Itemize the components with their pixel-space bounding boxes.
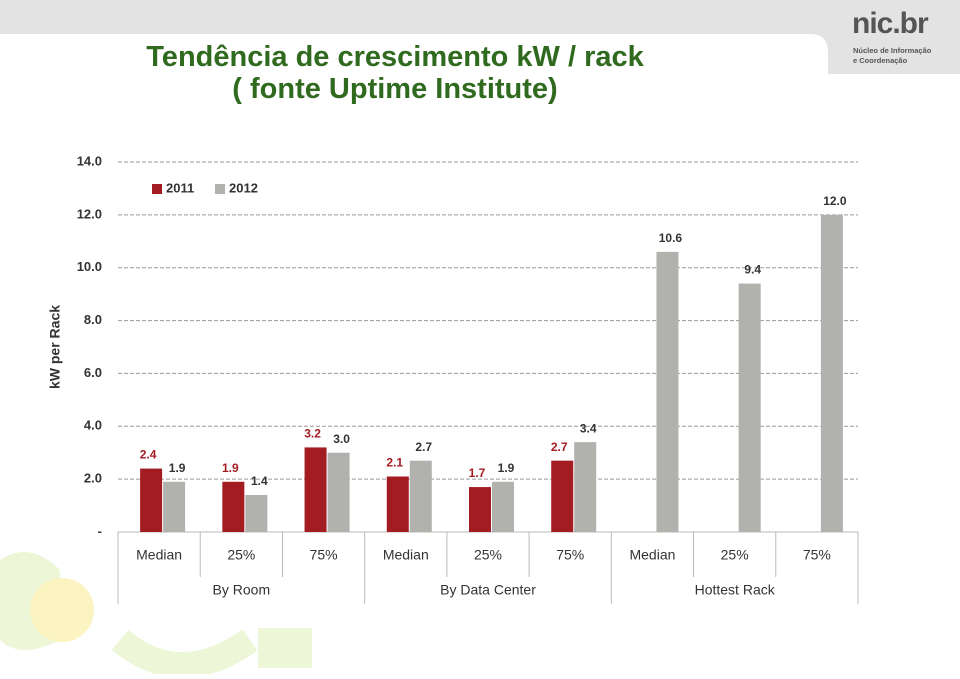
value-label: 2.7 — [551, 440, 568, 454]
logo-text: Núcleo de Informação — [853, 46, 932, 55]
value-label: 1.7 — [469, 466, 486, 480]
value-label: 1.9 — [498, 461, 515, 475]
value-label: 12.0 — [823, 194, 847, 208]
y-tick-label: 4.0 — [84, 418, 102, 433]
logo-name: nic.br — [852, 7, 929, 40]
x-tick-label: Median — [383, 547, 429, 563]
y-tick-label: 12.0 — [77, 206, 102, 221]
bar — [245, 495, 268, 532]
x-tick-label: 75% — [803, 547, 831, 563]
legend-label: 2012 — [229, 180, 258, 195]
y-tick-label: 10.0 — [77, 259, 102, 274]
value-label: 10.6 — [659, 231, 683, 245]
bar — [140, 468, 163, 532]
legend-swatch — [215, 184, 225, 194]
value-label: 1.9 — [169, 461, 186, 475]
bar — [386, 476, 409, 532]
x-tick-label: 75% — [556, 547, 584, 563]
value-label: 2.4 — [140, 448, 157, 462]
y-tick-label: - — [98, 523, 102, 538]
value-label: 2.1 — [386, 456, 403, 470]
value-label: 3.4 — [580, 421, 597, 435]
bar — [738, 283, 761, 532]
x-tick-label: Median — [136, 547, 182, 563]
x-tick-label: Median — [629, 547, 675, 563]
value-label: 3.0 — [333, 432, 350, 446]
y-tick-label: 8.0 — [84, 312, 102, 327]
group-label: Hottest Rack — [695, 582, 776, 598]
value-label: 1.4 — [251, 474, 268, 488]
header-tab — [0, 0, 960, 74]
value-label: 3.2 — [304, 427, 321, 441]
y-axis-label: kW per Rack — [47, 305, 63, 389]
group-label: By Data Center — [440, 582, 536, 598]
bar — [820, 214, 843, 532]
y-tick-label: 2.0 — [84, 471, 102, 486]
group-label: By Room — [213, 582, 271, 598]
y-tick-label: 14.0 — [77, 153, 102, 168]
x-tick-label: 25% — [474, 547, 502, 563]
legend-swatch — [152, 184, 162, 194]
bar — [656, 251, 679, 532]
value-label: 2.7 — [415, 440, 432, 454]
bar — [409, 460, 432, 532]
bar — [163, 481, 186, 532]
bar — [327, 452, 350, 532]
logo-text: e Coordenação — [853, 56, 908, 65]
bar — [222, 481, 245, 532]
bar — [304, 447, 327, 532]
decor — [30, 578, 94, 642]
value-label: 9.4 — [744, 263, 761, 277]
bar — [574, 442, 597, 532]
x-tick-label: 25% — [721, 547, 749, 563]
y-tick-label: 6.0 — [84, 365, 102, 380]
x-tick-label: 25% — [227, 547, 255, 563]
x-tick-label: 75% — [310, 547, 338, 563]
decor — [258, 628, 312, 668]
bar — [469, 487, 491, 532]
slide-title: Tendência de crescimento kW / rack — [146, 41, 644, 73]
slide-title: ( fonte Uptime Institute) — [232, 73, 557, 105]
decor — [111, 629, 258, 678]
bar — [551, 460, 574, 532]
bar — [492, 481, 514, 532]
value-label: 1.9 — [222, 461, 239, 475]
legend-label: 2011 — [166, 180, 194, 195]
